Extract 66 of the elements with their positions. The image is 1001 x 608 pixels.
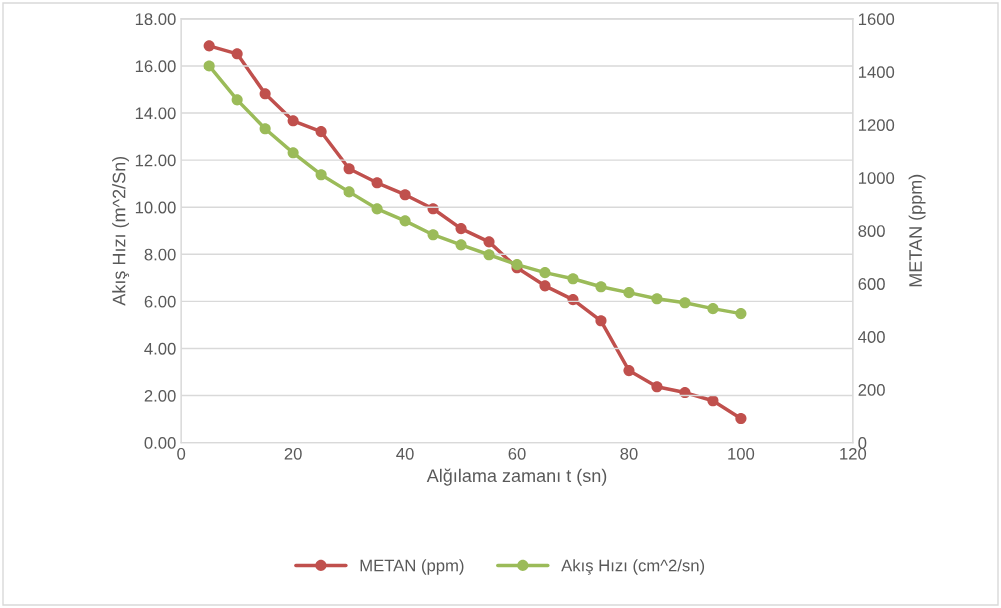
point xyxy=(539,267,551,279)
point xyxy=(203,40,215,52)
y2-tick-label: 1200 xyxy=(858,119,895,131)
y2-tick-label: 1400 xyxy=(858,66,895,79)
point xyxy=(343,186,355,198)
y2-tick-label: 800 xyxy=(858,225,885,237)
x-tick-label: 40 xyxy=(396,447,414,460)
point xyxy=(707,303,719,315)
point xyxy=(371,177,383,189)
point xyxy=(595,315,607,327)
y-tick-label: 10.00 xyxy=(135,201,176,214)
y-tick-label: 14.00 xyxy=(135,107,176,120)
x-tick-label: 20 xyxy=(284,447,302,460)
point xyxy=(455,223,467,235)
point xyxy=(287,147,299,159)
y2-tick-label: 600 xyxy=(858,278,885,290)
point xyxy=(595,281,607,293)
y-tick-label: 8.00 xyxy=(144,248,176,261)
point xyxy=(287,115,299,127)
point xyxy=(343,163,355,175)
point xyxy=(567,273,579,285)
x-tick-label: 120 xyxy=(840,447,867,460)
y2-tick-label: 400 xyxy=(858,331,885,343)
y-tick-label: 18.00 xyxy=(135,13,176,26)
x-tick-label: 80 xyxy=(620,447,638,460)
x-tick-label: 100 xyxy=(728,447,755,460)
y2-tick-label: 0 xyxy=(858,437,867,449)
point xyxy=(259,123,271,135)
point xyxy=(455,239,467,251)
point xyxy=(259,88,271,100)
y2-tick-label: 1600 xyxy=(858,13,895,26)
y-axis-title: Akış Hızı (m^2/Sn) xyxy=(112,156,130,306)
point xyxy=(315,169,327,181)
x-axis-title: Alğılama zamanı t (sn) xyxy=(426,468,607,486)
point xyxy=(483,236,495,248)
point xyxy=(399,215,411,227)
point xyxy=(623,365,635,377)
legend-label: METAN (ppm) xyxy=(360,559,464,575)
point xyxy=(231,94,243,106)
y2-tick-label: 200 xyxy=(858,384,885,396)
point xyxy=(203,60,215,72)
y2-axis-title: METAN (ppm) xyxy=(908,174,926,287)
point xyxy=(707,395,719,407)
point xyxy=(427,229,439,241)
point xyxy=(399,189,411,201)
point xyxy=(735,308,747,320)
point xyxy=(539,280,551,292)
point xyxy=(483,249,495,261)
legend-label: Akış Hızı (cm^2/sn) xyxy=(561,559,705,575)
y2-tick-label: 1000 xyxy=(858,172,895,184)
y-tick-label: 0.00 xyxy=(144,437,176,449)
point xyxy=(651,381,663,393)
y-tick-label: 16.00 xyxy=(135,60,176,73)
y-tick-label: 12.00 xyxy=(135,154,176,167)
y-tick-label: 2.00 xyxy=(144,389,176,402)
point xyxy=(623,287,635,299)
x-tick-label: 60 xyxy=(508,447,526,460)
point xyxy=(371,203,383,215)
y-tick-label: 4.00 xyxy=(144,342,176,355)
point xyxy=(735,412,747,425)
x-tick-label: 0 xyxy=(177,447,186,460)
point xyxy=(315,126,327,138)
point xyxy=(231,48,243,60)
point xyxy=(651,293,663,305)
y-tick-label: 6.00 xyxy=(144,295,176,308)
point xyxy=(679,297,691,309)
